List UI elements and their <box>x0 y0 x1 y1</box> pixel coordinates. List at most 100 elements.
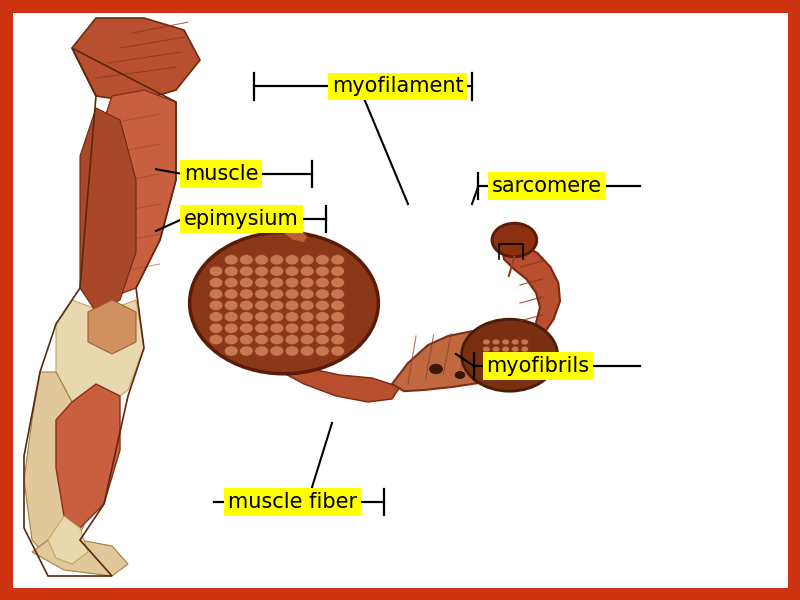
Circle shape <box>492 223 537 257</box>
Circle shape <box>315 346 330 356</box>
Circle shape <box>270 289 284 299</box>
Circle shape <box>270 335 284 344</box>
Circle shape <box>502 353 510 359</box>
Circle shape <box>522 361 529 366</box>
Circle shape <box>502 361 510 366</box>
Circle shape <box>254 266 269 276</box>
Circle shape <box>224 335 238 344</box>
Circle shape <box>512 340 519 344</box>
Circle shape <box>482 346 490 352</box>
Circle shape <box>301 277 314 288</box>
Circle shape <box>492 346 499 352</box>
Text: sarcomere: sarcomere <box>492 176 602 196</box>
Circle shape <box>301 300 314 311</box>
Circle shape <box>522 353 529 359</box>
Circle shape <box>240 312 253 322</box>
Circle shape <box>512 361 519 366</box>
Circle shape <box>254 335 269 344</box>
Circle shape <box>482 361 490 366</box>
Circle shape <box>301 335 314 344</box>
Circle shape <box>224 254 238 265</box>
Circle shape <box>315 289 330 299</box>
Circle shape <box>254 300 269 311</box>
Circle shape <box>315 254 330 265</box>
Circle shape <box>331 266 345 276</box>
Circle shape <box>502 340 510 344</box>
Circle shape <box>301 289 314 299</box>
Circle shape <box>315 266 330 276</box>
Polygon shape <box>284 228 308 243</box>
Circle shape <box>522 368 529 373</box>
Circle shape <box>502 346 510 352</box>
Circle shape <box>210 323 222 334</box>
Circle shape <box>285 277 299 288</box>
Circle shape <box>301 346 314 356</box>
Circle shape <box>254 289 269 299</box>
Text: myofibrils: myofibrils <box>486 356 590 376</box>
Circle shape <box>240 289 253 299</box>
Circle shape <box>331 335 345 344</box>
Polygon shape <box>56 300 144 408</box>
Circle shape <box>224 312 238 322</box>
Circle shape <box>512 368 519 373</box>
Circle shape <box>315 335 330 344</box>
Circle shape <box>210 335 222 344</box>
Circle shape <box>285 254 299 265</box>
Circle shape <box>315 323 330 334</box>
Circle shape <box>301 266 314 276</box>
Circle shape <box>210 300 222 311</box>
Polygon shape <box>392 331 528 391</box>
Circle shape <box>301 254 314 265</box>
Text: muscle: muscle <box>184 164 258 184</box>
Circle shape <box>482 353 490 359</box>
Circle shape <box>522 346 529 352</box>
Circle shape <box>254 346 269 356</box>
Circle shape <box>285 335 299 344</box>
Circle shape <box>492 368 499 373</box>
Circle shape <box>285 266 299 276</box>
Circle shape <box>240 335 253 344</box>
Circle shape <box>240 323 253 334</box>
Circle shape <box>492 353 499 359</box>
Circle shape <box>512 346 519 352</box>
Circle shape <box>482 368 490 373</box>
Circle shape <box>240 277 253 288</box>
Circle shape <box>331 254 345 265</box>
Circle shape <box>331 323 345 334</box>
Polygon shape <box>32 540 128 576</box>
Text: myofilament: myofilament <box>332 76 464 97</box>
Circle shape <box>301 323 314 334</box>
Circle shape <box>254 254 269 265</box>
Circle shape <box>270 346 284 356</box>
Circle shape <box>254 323 269 334</box>
Circle shape <box>285 346 299 356</box>
Polygon shape <box>72 18 200 102</box>
Circle shape <box>462 319 558 391</box>
Circle shape <box>254 277 269 288</box>
Polygon shape <box>502 242 560 351</box>
Circle shape <box>482 340 490 344</box>
Circle shape <box>224 277 238 288</box>
Circle shape <box>315 300 330 311</box>
Polygon shape <box>88 90 176 300</box>
Circle shape <box>270 277 284 288</box>
Circle shape <box>270 312 284 322</box>
Circle shape <box>455 371 465 379</box>
Circle shape <box>210 289 222 299</box>
Circle shape <box>331 300 345 311</box>
Circle shape <box>285 323 299 334</box>
Circle shape <box>240 300 253 311</box>
Circle shape <box>254 312 269 322</box>
Polygon shape <box>224 234 300 269</box>
Circle shape <box>301 312 314 322</box>
Circle shape <box>315 312 330 322</box>
Circle shape <box>331 277 345 288</box>
Polygon shape <box>24 372 88 558</box>
Circle shape <box>224 323 238 334</box>
Circle shape <box>492 361 499 366</box>
Polygon shape <box>56 384 120 528</box>
Circle shape <box>285 289 299 299</box>
Circle shape <box>512 353 519 359</box>
Circle shape <box>190 232 378 374</box>
Circle shape <box>224 289 238 299</box>
